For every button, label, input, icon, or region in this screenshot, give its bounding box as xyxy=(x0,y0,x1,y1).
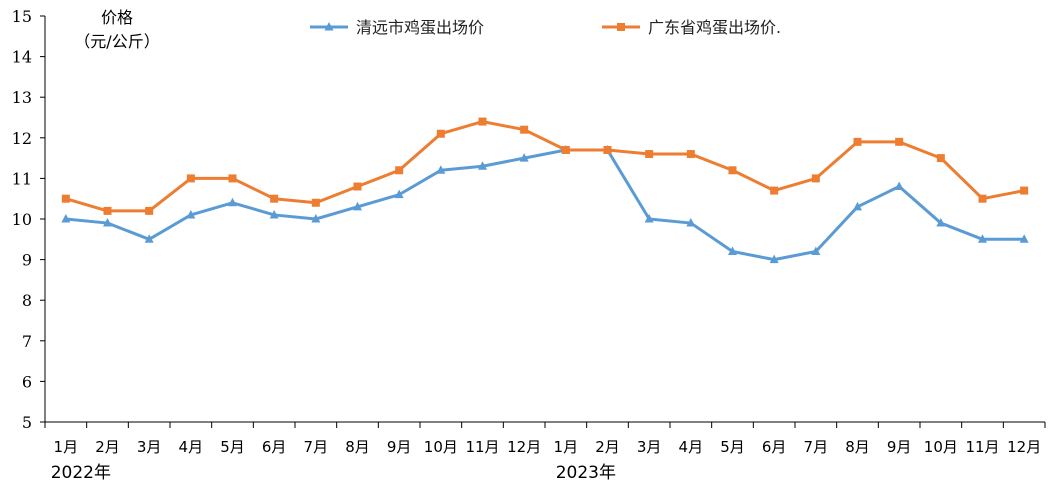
data-point-triangle xyxy=(1019,234,1029,243)
data-point-square xyxy=(436,129,445,138)
x-tick-label: 2月 xyxy=(95,438,120,456)
data-point-triangle xyxy=(353,201,362,211)
data-point-triangle xyxy=(686,218,696,227)
data-point-triangle xyxy=(519,153,529,162)
data-point-triangle xyxy=(853,201,862,211)
data-point-triangle xyxy=(311,214,321,223)
data-point-square xyxy=(145,206,154,215)
data-point-triangle xyxy=(394,189,404,199)
y-tick-label: 15 xyxy=(12,7,32,26)
y-tick-label: 14 xyxy=(12,48,32,67)
data-point-triangle xyxy=(478,161,487,170)
data-point-square xyxy=(478,117,487,126)
x-tick-label: 4月 xyxy=(179,438,204,456)
data-point-triangle xyxy=(186,209,196,219)
data-point-triangle xyxy=(61,214,71,223)
data-point-square xyxy=(978,194,987,203)
data-point-triangle xyxy=(728,246,737,255)
data-point-square xyxy=(811,174,820,183)
y-axis-title: 价格 xyxy=(101,8,133,27)
y-axis-title: （元/公斤） xyxy=(74,32,159,51)
data-point-square xyxy=(395,166,404,175)
data-point-triangle xyxy=(144,234,154,243)
y-tick-label: 9 xyxy=(22,251,32,270)
data-point-square xyxy=(186,174,195,183)
x-tick-label: 11月 xyxy=(965,438,999,456)
data-point-triangle xyxy=(644,214,654,223)
data-point-square xyxy=(895,137,904,146)
x-tick-label: 6月 xyxy=(262,438,287,456)
legend-marker-square xyxy=(617,23,625,31)
data-point-square xyxy=(603,145,612,154)
data-point-triangle xyxy=(769,254,779,264)
x-tick-label: 5月 xyxy=(720,438,745,456)
x-tick-label: 7月 xyxy=(304,438,329,456)
legend-label: 广东省鸡蛋出场价. xyxy=(648,18,781,37)
y-tick-label: 10 xyxy=(12,210,32,229)
y-tick-label: 5 xyxy=(22,413,32,432)
x-tick-label: 11月 xyxy=(465,438,499,456)
data-point-triangle xyxy=(269,209,279,219)
data-point-triangle xyxy=(978,234,987,243)
year-label: 2022年 xyxy=(51,463,111,483)
data-point-triangle xyxy=(228,197,237,207)
series-line-2 xyxy=(65,120,1025,213)
data-point-triangle xyxy=(894,181,904,191)
y-tick-label: 11 xyxy=(12,169,32,188)
data-point-square xyxy=(520,125,529,134)
data-point-square xyxy=(103,206,112,215)
data-point-triangle xyxy=(103,218,112,227)
x-tick-label: 1月 xyxy=(554,438,579,456)
data-point-square xyxy=(270,194,279,203)
data-point-square xyxy=(228,174,237,183)
x-tick-label: 10月 xyxy=(924,438,958,456)
data-point-square xyxy=(728,166,737,175)
data-point-square xyxy=(936,154,945,163)
y-tick-label: 6 xyxy=(22,372,32,391)
data-point-square xyxy=(645,150,654,159)
year-label: 2023年 xyxy=(556,463,616,483)
x-tick-label: 9月 xyxy=(887,438,912,456)
x-tick-label: 6月 xyxy=(762,438,787,456)
x-tick-label: 1月 xyxy=(54,438,79,456)
y-tick-label: 12 xyxy=(12,129,32,148)
data-point-square xyxy=(853,137,862,146)
x-tick-label: 9月 xyxy=(387,438,412,456)
data-point-triangle xyxy=(811,246,821,255)
legend-label: 清远市鸡蛋出场价 xyxy=(356,18,484,37)
x-tick-label: 2月 xyxy=(595,438,620,456)
x-tick-label: 12月 xyxy=(507,438,541,456)
x-tick-label: 8月 xyxy=(345,438,370,456)
data-point-square xyxy=(311,198,320,207)
y-tick-label: 7 xyxy=(22,332,32,351)
x-tick-label: 5月 xyxy=(220,438,245,456)
data-point-square xyxy=(61,194,70,203)
data-point-square xyxy=(353,182,362,191)
data-point-triangle xyxy=(936,218,946,227)
data-point-square xyxy=(686,150,695,159)
data-point-square xyxy=(561,145,570,154)
legend-marker-triangle xyxy=(324,22,334,31)
x-tick-label: 8月 xyxy=(845,438,870,456)
y-tick-label: 13 xyxy=(12,88,32,107)
x-tick-label: 7月 xyxy=(804,438,829,456)
x-tick-label: 12月 xyxy=(1007,438,1041,456)
x-tick-label: 3月 xyxy=(637,438,662,456)
data-point-square xyxy=(1020,186,1029,195)
series-line-1 xyxy=(65,148,1025,262)
x-tick-label: 4月 xyxy=(679,438,704,456)
y-tick-label: 8 xyxy=(22,291,32,310)
x-tick-label: 10月 xyxy=(424,438,458,456)
data-point-triangle xyxy=(436,165,446,174)
x-tick-label: 3月 xyxy=(137,438,162,456)
data-point-square xyxy=(770,186,779,195)
